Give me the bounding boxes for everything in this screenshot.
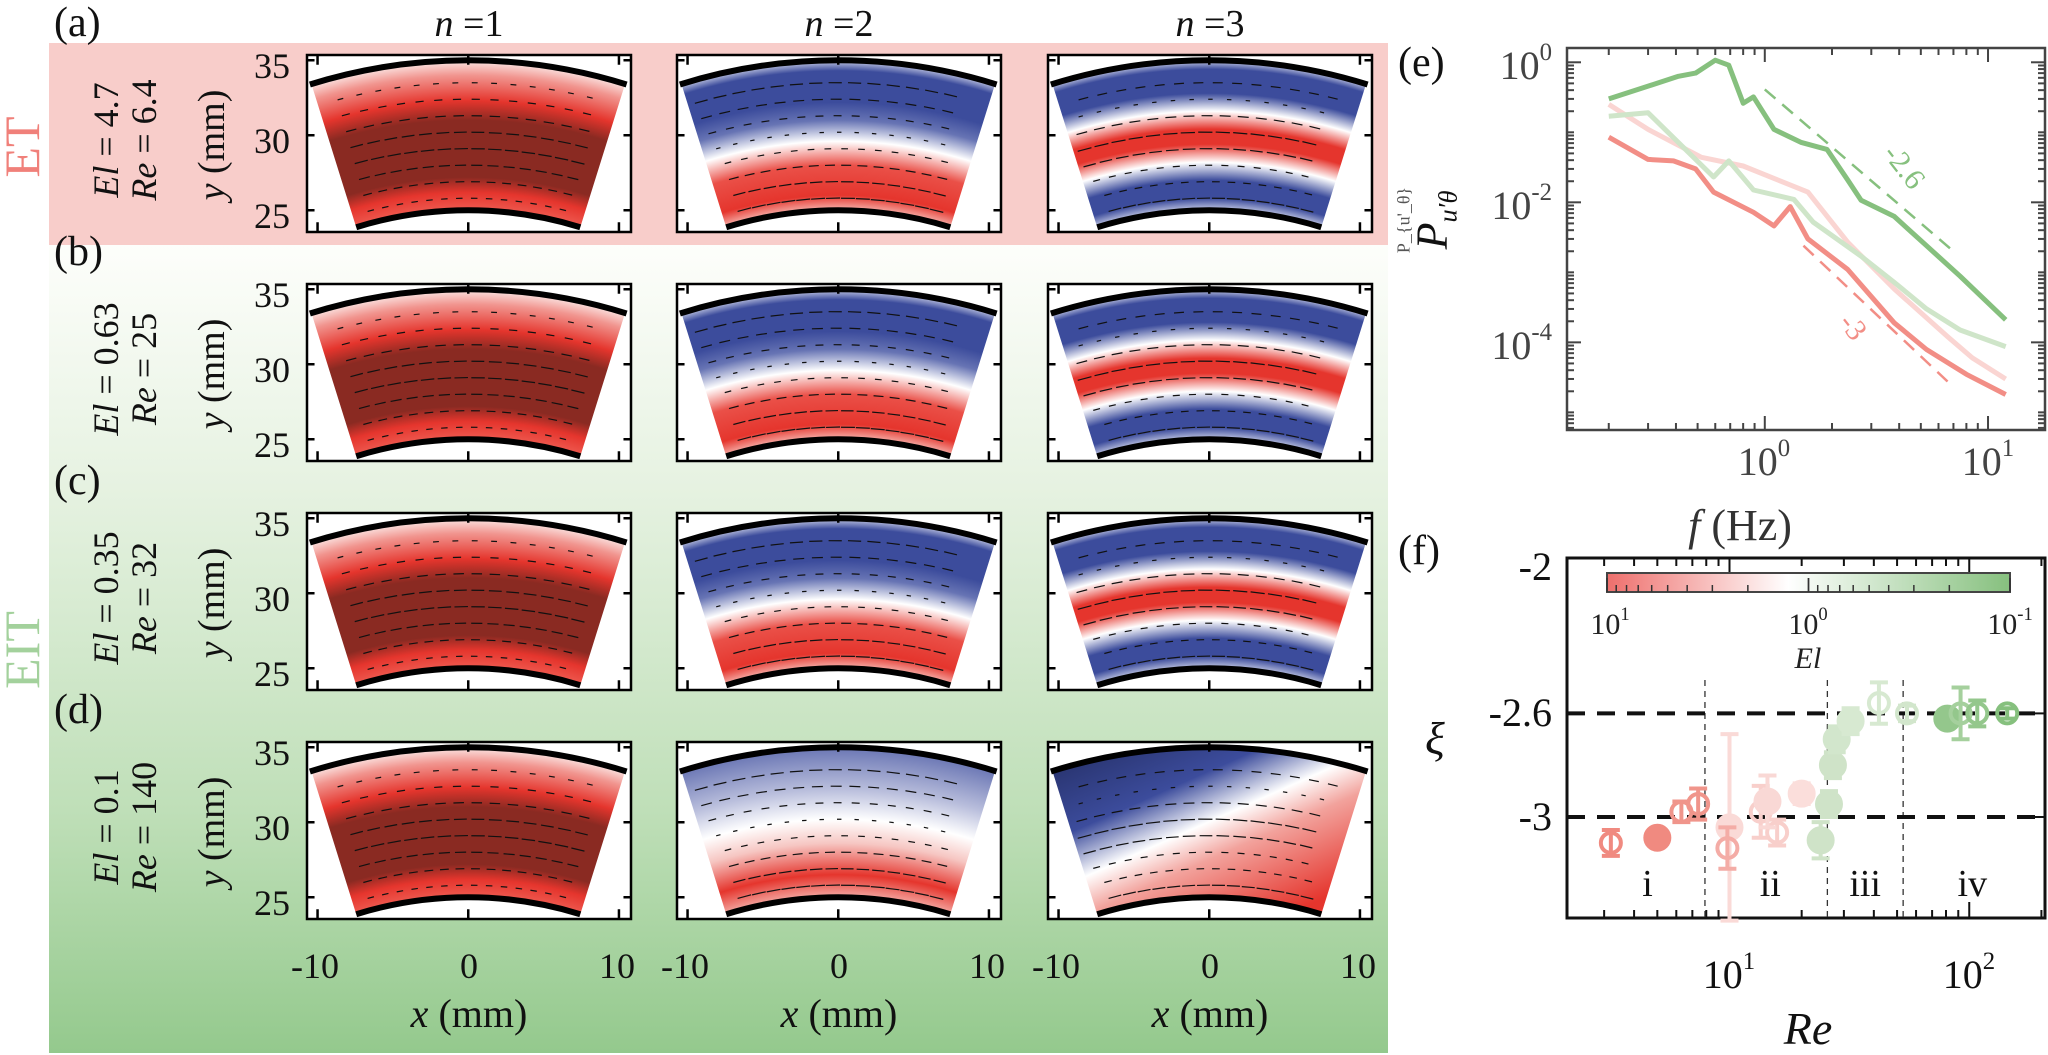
chart-f-ytick: -2.6 xyxy=(1489,693,1552,733)
data-point xyxy=(1839,708,1863,734)
regime-label: i xyxy=(1642,862,1653,906)
chart-e-ylabel-text: P_{u'_θ} xyxy=(1394,187,1415,253)
chart-e-ylabel: Pu′θ xyxy=(1407,191,1464,250)
chart-e-ytick: 10-4 xyxy=(1491,326,1552,366)
data-point xyxy=(1817,791,1841,817)
data-point xyxy=(1821,752,1845,778)
data-point xyxy=(1790,782,1814,806)
colorbar-tick: 101 xyxy=(1590,608,1629,642)
filled-marker xyxy=(1809,828,1833,852)
chart-f-xtick: 101 xyxy=(1703,955,1755,995)
chart-f-ytick: -2 xyxy=(1519,547,1552,587)
filled-marker xyxy=(1821,753,1845,777)
chart-e-xtick: 100 xyxy=(1738,442,1790,482)
ylabel-subscript: u′θ xyxy=(1432,191,1462,223)
chart-e-xlabel: f (Hz) xyxy=(1688,500,1792,551)
chart-f-xtick: 102 xyxy=(1943,955,1995,995)
filled-marker xyxy=(1817,792,1841,816)
regime-label: iv xyxy=(1958,862,1988,906)
colorbar-tick: 100 xyxy=(1788,608,1827,642)
filled-marker xyxy=(1790,782,1814,806)
chart-e-ytick: 10-2 xyxy=(1491,186,1552,226)
regime-label: ii xyxy=(1760,862,1781,906)
chart-f-ylabel: ξ xyxy=(1425,712,1445,765)
regime-label: iii xyxy=(1849,862,1881,906)
chart-f-ytick: -3 xyxy=(1519,797,1552,837)
chart-f-xlabel: Re xyxy=(1784,1002,1833,1055)
filled-marker xyxy=(1755,789,1779,813)
chart-e xyxy=(1567,48,2045,430)
ylabel-base: P xyxy=(1408,223,1457,250)
data-point xyxy=(1645,826,1669,850)
chart-e-xtick: 101 xyxy=(1962,442,2014,482)
filled-marker xyxy=(1935,707,1959,731)
filled-marker xyxy=(1645,826,1669,850)
colorbar-label: El xyxy=(1795,642,1822,676)
colorbar-tick: 10-1 xyxy=(1987,608,2033,642)
filled-marker xyxy=(1839,709,1863,733)
chart-e-ytick: 100 xyxy=(1500,46,1552,86)
data-point xyxy=(1935,707,1959,731)
